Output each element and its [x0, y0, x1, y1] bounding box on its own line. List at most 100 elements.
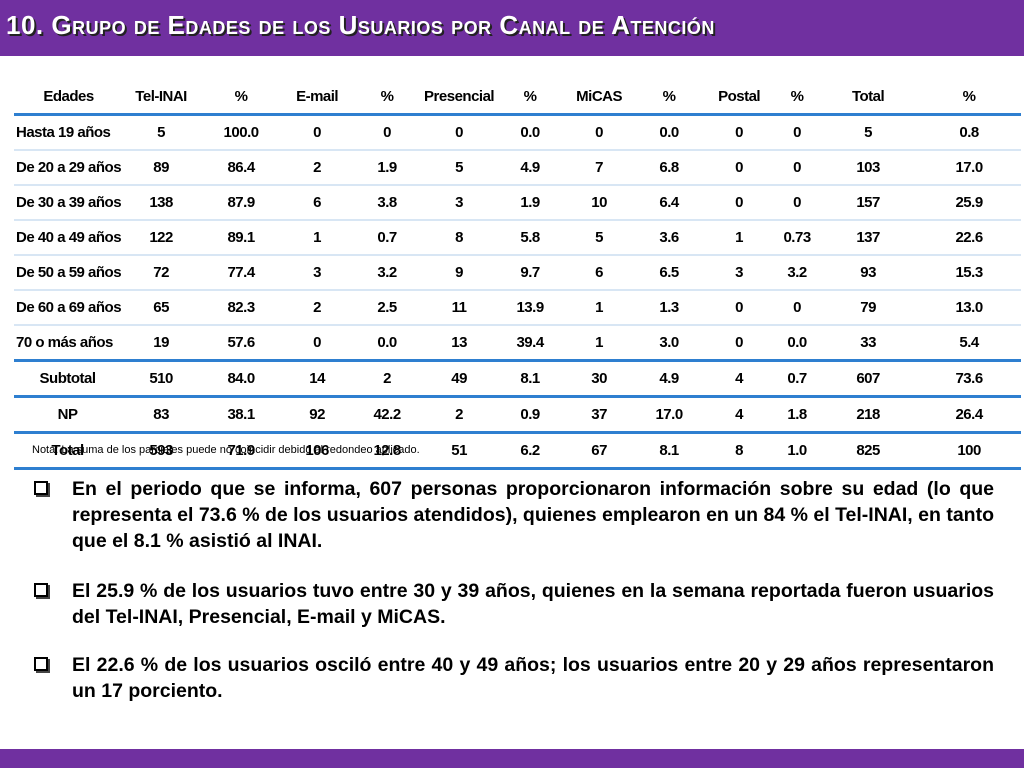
table-row: De 60 a 69 años 65 82.3 2 2.5 11 13.9 1 1.3 0 0 79 1…: [14, 290, 1022, 326]
table-cell: 37: [563, 396, 636, 434]
table-cell: 77.4: [201, 255, 282, 291]
row-label: 70 o más años: [14, 325, 122, 362]
table-cell: 6.4: [635, 185, 704, 221]
row-label: Hasta 19 años: [14, 114, 122, 151]
table-cell: Presencial: [421, 80, 498, 116]
table-cell: %: [917, 80, 1022, 116]
table-cell: 0: [563, 114, 636, 151]
table-cell: %: [497, 80, 564, 116]
table-cell: 71.9: [201, 432, 282, 470]
table-cell: 5: [421, 150, 498, 186]
table-cell: 6.2: [497, 432, 564, 470]
row-label: De 40 a 49 años: [14, 220, 122, 256]
table-cell: 15.3: [917, 255, 1022, 291]
table-cell: 92: [281, 396, 354, 434]
table-cell: 9.7: [497, 255, 564, 291]
table-cell: 39.4: [497, 325, 564, 362]
table-cell: 8.1: [635, 432, 704, 470]
table-cell: 0: [703, 150, 776, 186]
table-cell: 73.6: [917, 359, 1022, 398]
table-cell: 93: [819, 255, 918, 291]
table-row: De 40 a 49 años 122 89.1 1 0.7 8 5.8 5 3.6 1 0.73 1…: [14, 220, 1022, 256]
bullet-item: El 25.9 % de los usuarios tuvo entre 30 …: [34, 578, 994, 630]
table-cell: 6: [281, 185, 354, 221]
table-cell: 57.6: [201, 325, 282, 362]
table-cell: 106: [281, 432, 354, 470]
checkbox-bullet-icon: [34, 583, 48, 597]
table-cell: 0: [281, 114, 354, 151]
table-cell: 4.9: [635, 359, 704, 398]
table-cell: %: [353, 80, 422, 116]
table-cell: 6.5: [635, 255, 704, 291]
table-cell: %: [775, 80, 820, 116]
table-cell: 0: [775, 290, 820, 326]
table-cell: MiCAS: [563, 80, 636, 116]
table-cell: 137: [819, 220, 918, 256]
table-cell: Tel-INAI: [121, 80, 202, 116]
table-cell: 0.0: [497, 114, 564, 151]
table-cell: 218: [819, 396, 918, 434]
table-cell: 9: [421, 255, 498, 291]
table-cell: 4.9: [497, 150, 564, 186]
table-cell: 6.8: [635, 150, 704, 186]
table-cell: 84.0: [201, 359, 282, 398]
table-cell: 5: [563, 220, 636, 256]
table-cell: 2: [281, 290, 354, 326]
table-cell: 72: [121, 255, 202, 291]
table-cell: 0: [703, 114, 776, 151]
table-cell: 10: [563, 185, 636, 221]
table-header-row: Edades Tel-INAI% E-mail% Presencial% MiCAS% P…: [14, 80, 1022, 116]
checkbox-bullet-icon: [34, 481, 48, 495]
table-cell: 6: [563, 255, 636, 291]
table-cell: 30: [563, 359, 636, 398]
table-cell: 3.6: [635, 220, 704, 256]
table-cell: 0: [281, 325, 354, 362]
table-cell: 1: [281, 220, 354, 256]
bullet-item: En el periodo que se informa, 607 person…: [34, 476, 994, 554]
row-label: NP: [14, 396, 122, 434]
table-cell: 0.9: [497, 396, 564, 434]
row-label: De 30 a 39 años: [14, 185, 122, 221]
table-cell: 1.0: [775, 432, 820, 470]
table-cell: 1.3: [635, 290, 704, 326]
table-cell: 14: [281, 359, 354, 398]
table-cell: 593: [121, 432, 202, 470]
table-cell: 1.9: [353, 150, 422, 186]
table-cell: 83: [121, 396, 202, 434]
bullet-text: El 25.9 % de los usuarios tuvo entre 30 …: [72, 580, 994, 628]
table-cell: 89: [121, 150, 202, 186]
footer-bar: [0, 749, 1024, 768]
table-cell: 0.0: [635, 114, 704, 151]
table-cell: 100.0: [201, 114, 282, 151]
table-cell: 12.8: [353, 432, 422, 470]
bullet-list: En el periodo que se informa, 607 person…: [34, 476, 994, 728]
bullet-text: El 22.6 % de los usuarios osciló entre 4…: [72, 654, 994, 702]
row-label: De 60 a 69 años: [14, 290, 122, 326]
table-cell: 25.9: [917, 185, 1022, 221]
table-cell: 1: [703, 220, 776, 256]
age-group-table: Edades Tel-INAI% E-mail% Presencial% MiCAS% P…: [14, 80, 1022, 470]
table-cell: %: [635, 80, 704, 116]
table-cell: 11: [421, 290, 498, 326]
table-cell: 0: [775, 114, 820, 151]
table-cell: 42.2: [353, 396, 422, 434]
table-cell: 79: [819, 290, 918, 326]
table-cell: 2.5: [353, 290, 422, 326]
table-cell: 13.0: [917, 290, 1022, 326]
table-cell: 0: [703, 185, 776, 221]
table-cell: 5: [121, 114, 202, 151]
table-row: 70 o más años 19 57.6 0 0.0 13 39.4 1 3.0 0 0.0 33 5…: [14, 325, 1022, 362]
table-row: De 20 a 29 años 89 86.4 2 1.9 5 4.9 7 6.8 0 0 103 17…: [14, 150, 1022, 186]
table-cell: 4: [703, 359, 776, 398]
page-title: 10. Grupo de Edades de los Usuarios por …: [6, 10, 715, 40]
table-cell: 3.2: [775, 255, 820, 291]
row-label: De 20 a 29 años: [14, 150, 122, 186]
table-cell: 3.8: [353, 185, 422, 221]
table-cell: 1: [563, 325, 636, 362]
table-cell: 82.3: [201, 290, 282, 326]
table-cell: 157: [819, 185, 918, 221]
table-cell: 3.2: [353, 255, 422, 291]
table-cell: 103: [819, 150, 918, 186]
table-cell: 0: [421, 114, 498, 151]
table-cell: 0.8: [917, 114, 1022, 151]
